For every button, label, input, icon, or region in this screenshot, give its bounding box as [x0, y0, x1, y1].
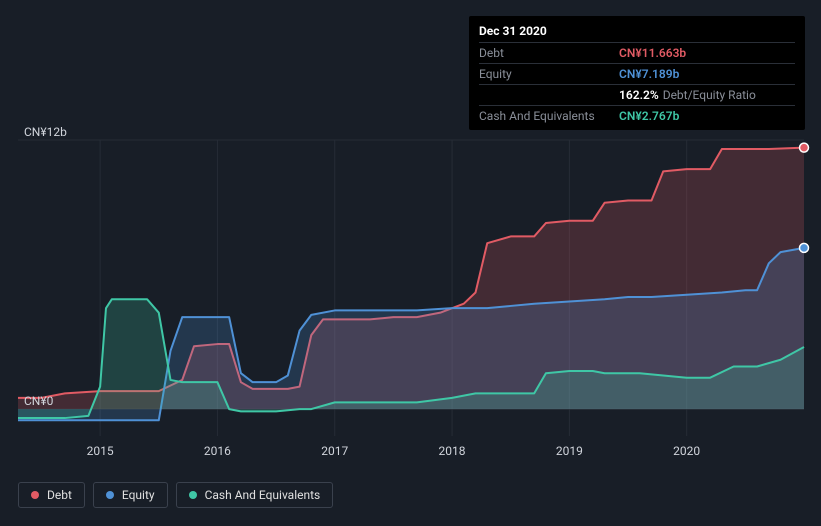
- tooltip-row-value: 162.2%: [619, 86, 659, 104]
- legend-swatch-icon: [106, 491, 114, 499]
- legend: Debt Equity Cash And Equivalents: [18, 482, 333, 508]
- legend-item[interactable]: Equity: [93, 482, 168, 508]
- legend-item-label: Equity: [122, 488, 155, 502]
- legend-swatch-icon: [31, 491, 39, 499]
- tooltip-row-label: Equity: [479, 65, 619, 83]
- x-axis-label: 2016: [204, 444, 231, 458]
- x-axis-label: 2015: [87, 444, 114, 458]
- legend-item-label: Cash And Equivalents: [205, 488, 321, 502]
- tooltip-row: Cash And EquivalentsCN¥2.767b: [479, 105, 795, 126]
- x-axis-label: 2019: [556, 444, 583, 458]
- chart-container: Dec 31 2020 DebtCN¥11.663bEquityCN¥7.189…: [0, 0, 821, 526]
- x-axis-label: 2018: [439, 444, 466, 458]
- tooltip-row-value: CN¥11.663b: [619, 44, 686, 62]
- tooltip-row-label: [479, 86, 619, 104]
- y-axis-label: CN¥0: [24, 394, 53, 408]
- tooltip-row-label: Debt: [479, 44, 619, 62]
- x-axis-label: 2020: [673, 444, 700, 458]
- legend-item-label: Debt: [47, 488, 72, 502]
- tooltip-row-sub: Debt/Equity Ratio: [663, 86, 756, 104]
- legend-swatch-icon: [189, 491, 197, 499]
- tooltip-row-label: Cash And Equivalents: [479, 107, 619, 125]
- x-axis-label: 2017: [321, 444, 348, 458]
- tooltip-row: 162.2%Debt/Equity Ratio: [479, 84, 795, 105]
- legend-item[interactable]: Cash And Equivalents: [176, 482, 334, 508]
- tooltip-row-value: CN¥7.189b: [619, 65, 679, 83]
- tooltip-date: Dec 31 2020: [479, 22, 795, 42]
- legend-item[interactable]: Debt: [18, 482, 85, 508]
- tooltip-panel: Dec 31 2020 DebtCN¥11.663bEquityCN¥7.189…: [469, 16, 805, 130]
- tooltip-row: DebtCN¥11.663b: [479, 42, 795, 63]
- y-axis-label: CN¥12b: [24, 125, 67, 139]
- tooltip-row-value: CN¥2.767b: [619, 107, 679, 125]
- tooltip-row: EquityCN¥7.189b: [479, 63, 795, 84]
